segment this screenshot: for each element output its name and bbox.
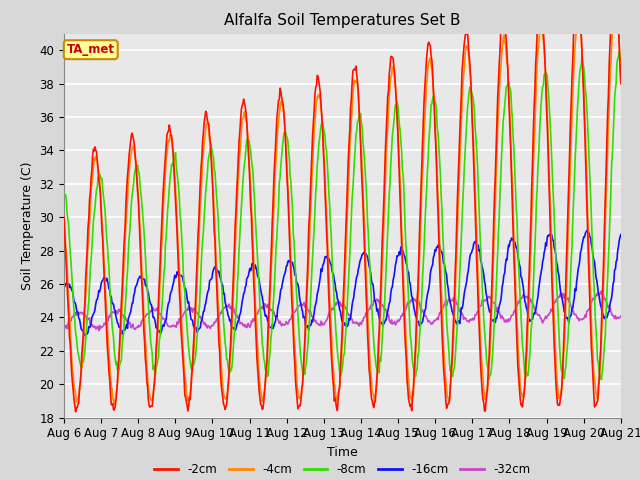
Y-axis label: Soil Temperature (C): Soil Temperature (C) [20,161,34,290]
Legend: -2cm, -4cm, -8cm, -16cm, -32cm: -2cm, -4cm, -8cm, -16cm, -32cm [150,458,535,480]
Title: Alfalfa Soil Temperatures Set B: Alfalfa Soil Temperatures Set B [224,13,461,28]
X-axis label: Time: Time [327,446,358,459]
Text: TA_met: TA_met [67,43,115,56]
